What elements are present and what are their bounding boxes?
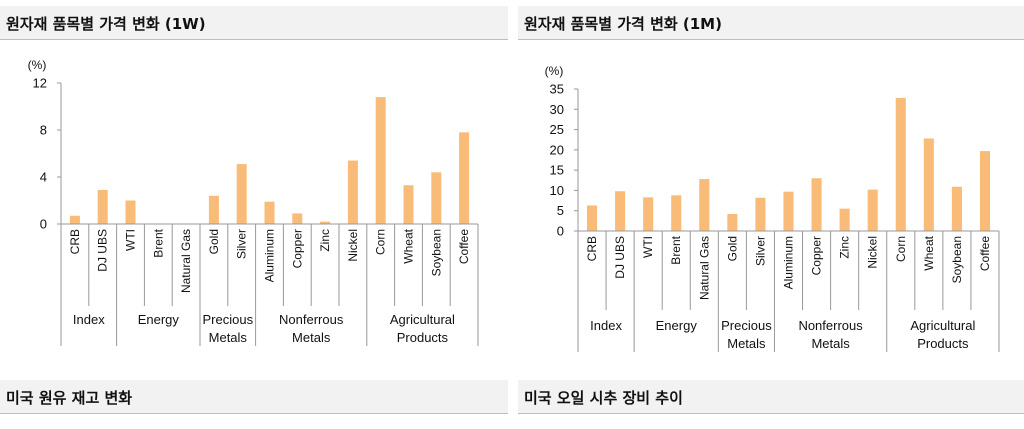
bar-zinc bbox=[320, 221, 331, 224]
x-tick-label: CRB bbox=[68, 229, 82, 254]
group-label: Nonferrous bbox=[279, 312, 344, 327]
section-title-us-crude-inventory: 미국 원유 재고 변화 bbox=[6, 389, 133, 407]
bar-wti bbox=[643, 197, 654, 231]
x-tick-label: Coffee bbox=[978, 236, 992, 271]
group-label: Products bbox=[917, 336, 969, 351]
x-tick-label: Wheat bbox=[402, 228, 416, 263]
bar-chart-price-change-1w: (%) 0 4 8 12 CRB DJ UBS WTI Brent Natural Gas Gold… bbox=[28, 58, 479, 346]
x-tick-label: DJ UBS bbox=[613, 236, 627, 279]
group-label: Products bbox=[397, 330, 449, 345]
group-label: Metals bbox=[811, 336, 850, 351]
x-tick-label: Zinc bbox=[318, 229, 332, 252]
bar-coffee bbox=[459, 132, 470, 224]
section-header-us-oil-rig-count: 미국 오일 시추 장비 추이 bbox=[518, 380, 1024, 414]
bar-soybean bbox=[431, 172, 442, 224]
section-title-price-change-1w: 원자재 품목별 가격 변화 (1W) bbox=[6, 15, 206, 33]
section-header-price-change-1w: 원자재 품목별 가격 변화 (1W) bbox=[0, 6, 508, 40]
y-axis-unit-label: (%) bbox=[28, 58, 47, 72]
y-tick-label: 0 bbox=[40, 217, 47, 232]
bar-wheat bbox=[923, 138, 934, 231]
group-label: Metals bbox=[292, 330, 331, 345]
y-tick-label: 15 bbox=[550, 163, 564, 178]
x-tick-label: Brent bbox=[151, 228, 165, 257]
bar-dj-ubs bbox=[615, 191, 626, 231]
bar-dj-ubs bbox=[97, 189, 108, 224]
x-tick-label: Corn bbox=[374, 229, 388, 255]
x-tick-label: Aluminum bbox=[263, 229, 277, 282]
bar-nickel bbox=[347, 160, 358, 224]
bar-wheat bbox=[403, 185, 414, 224]
bar-wti bbox=[125, 200, 136, 224]
bar-corn bbox=[375, 97, 386, 224]
group-label: Index bbox=[590, 318, 622, 333]
y-axis-unit-label: (%) bbox=[545, 64, 564, 78]
bar-silver bbox=[236, 164, 247, 224]
bar-copper bbox=[292, 213, 303, 224]
y-tick-label: 30 bbox=[550, 102, 564, 117]
section-header-price-change-1m: 원자재 품목별 가격 변화 (1M) bbox=[518, 6, 1024, 40]
y-tick-label: 12 bbox=[33, 76, 47, 91]
x-tick-label: Brent bbox=[669, 235, 683, 264]
y-tick-label: 35 bbox=[550, 82, 564, 97]
x-tick-label: Nickel bbox=[346, 229, 360, 262]
bar-gold bbox=[208, 195, 219, 224]
section-header-us-crude-inventory: 미국 원유 재고 변화 bbox=[0, 380, 508, 414]
x-tick-label: Gold bbox=[207, 229, 221, 254]
group-label: Agricultural bbox=[910, 318, 975, 333]
x-tick-label: Soybean bbox=[429, 229, 443, 276]
x-tick-label: Silver bbox=[235, 229, 249, 259]
y-tick-label: 10 bbox=[550, 183, 564, 198]
group-label: Agricultural bbox=[390, 312, 455, 327]
x-tick-label: Aluminum bbox=[782, 236, 796, 289]
x-tick-label: Gold bbox=[725, 236, 739, 261]
bar-silver bbox=[755, 197, 766, 231]
x-tick-label: Natural Gas bbox=[179, 229, 193, 293]
section-title-us-oil-rig-count: 미국 오일 시추 장비 추이 bbox=[524, 389, 683, 407]
x-tick-label: Copper bbox=[290, 229, 304, 268]
x-tick-label: Copper bbox=[810, 236, 824, 275]
group-label: Nonferrous bbox=[798, 318, 863, 333]
x-tick-label: DJ UBS bbox=[96, 229, 110, 272]
bar-crb bbox=[586, 205, 598, 231]
x-tick-label: WTI bbox=[124, 229, 138, 251]
x-tick-label: Zinc bbox=[838, 236, 852, 259]
y-tick-label: 4 bbox=[40, 170, 47, 185]
group-label: Energy bbox=[656, 318, 698, 333]
x-tick-label: Natural Gas bbox=[697, 236, 711, 300]
section-title-price-change-1m: 원자재 품목별 가격 변화 (1M) bbox=[524, 15, 722, 33]
y-tick-label: 5 bbox=[557, 203, 564, 218]
bar-crb bbox=[69, 215, 80, 224]
bar-gold bbox=[727, 213, 738, 231]
group-label: Metals bbox=[727, 336, 766, 351]
bar-zinc bbox=[839, 208, 850, 231]
bar-nickel bbox=[867, 189, 878, 231]
y-tick-label: 0 bbox=[557, 224, 564, 239]
x-tick-label: CRB bbox=[585, 236, 599, 261]
bar-natural-gas bbox=[699, 179, 710, 231]
x-tick-label: Silver bbox=[753, 236, 767, 266]
bar-aluminum bbox=[264, 201, 275, 224]
x-tick-label: Corn bbox=[894, 236, 908, 262]
x-tick-label: Coffee bbox=[457, 229, 471, 264]
x-tick-label: Wheat bbox=[922, 235, 936, 270]
bar-corn bbox=[895, 97, 906, 231]
bar-aluminum bbox=[783, 191, 794, 231]
x-tick-label: WTI bbox=[641, 236, 655, 258]
y-tick-label: 8 bbox=[40, 123, 47, 138]
bar-coffee bbox=[979, 151, 991, 231]
y-tick-label: 20 bbox=[550, 142, 564, 157]
bar-chart-price-change-1m: (%) 0 5 10 15 20 25 30 35 CRB DJ UBS WTI Brent Natura… bbox=[545, 64, 1000, 352]
group-label: Metals bbox=[209, 330, 248, 345]
group-label: Energy bbox=[138, 312, 180, 327]
y-tick-label: 25 bbox=[550, 122, 564, 137]
bar-brent bbox=[671, 195, 682, 231]
bar-copper bbox=[811, 178, 822, 231]
group-label: Index bbox=[73, 312, 105, 327]
bar-soybean bbox=[951, 186, 962, 231]
group-label: Precious bbox=[203, 312, 254, 327]
x-tick-label: Soybean bbox=[950, 236, 964, 283]
group-label: Precious bbox=[721, 318, 772, 333]
x-tick-label: Nickel bbox=[866, 236, 880, 269]
